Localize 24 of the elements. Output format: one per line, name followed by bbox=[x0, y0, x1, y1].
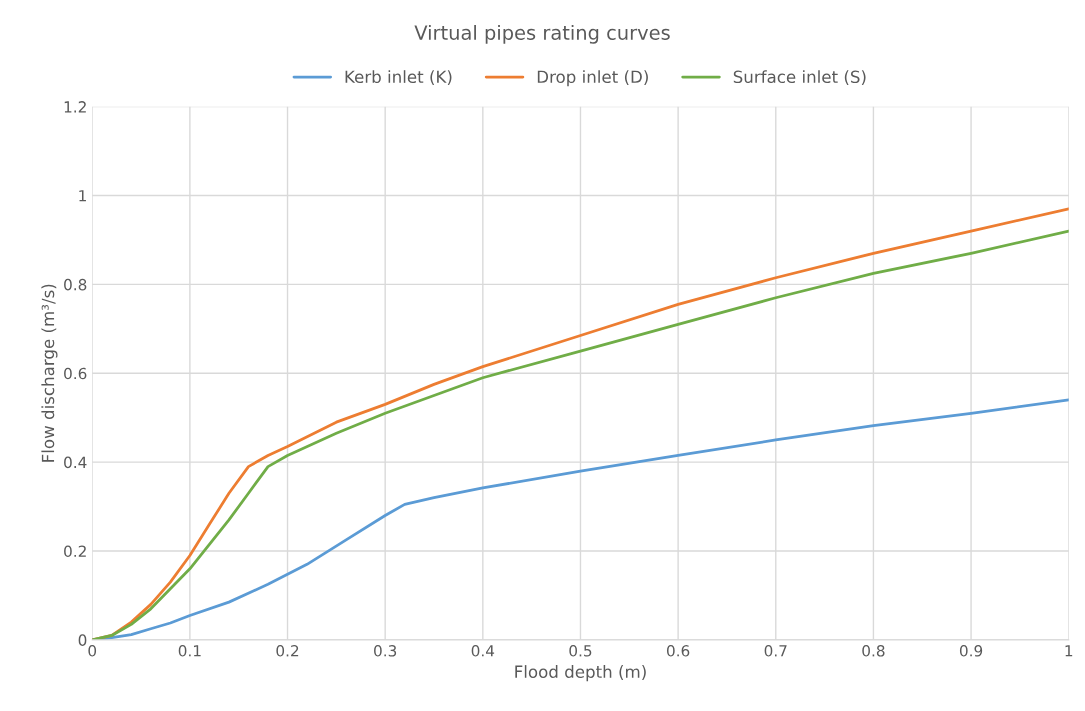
legend-label: Drop inlet (D) bbox=[537, 70, 648, 87]
x-tick-label: 0 bbox=[88, 645, 97, 657]
legend-label: Kerb inlet (K) bbox=[345, 70, 452, 86]
x-tick-label: 0.8 bbox=[862, 645, 885, 657]
x-tick-label: 0.9 bbox=[959, 645, 983, 657]
y-tick-label: 0.6 bbox=[64, 367, 87, 380]
y-tick-label: 0.2 bbox=[64, 545, 86, 558]
x-axis-title: Flood depth (m) bbox=[515, 665, 646, 682]
y-tick-label: 0 bbox=[78, 634, 87, 646]
x-tick-label: 0.5 bbox=[569, 645, 592, 657]
x-tick-label: 0.6 bbox=[666, 645, 690, 657]
x-tick-label: 0.4 bbox=[471, 645, 495, 657]
x-tick-label: 0.7 bbox=[764, 645, 787, 657]
x-tick-label: 0.3 bbox=[374, 645, 397, 657]
legend-label: Surface inlet (S) bbox=[733, 70, 866, 86]
y-tick-label: 1 bbox=[79, 190, 86, 202]
y-tick-label: 1.2 bbox=[64, 101, 86, 113]
y-tick-label: 0.4 bbox=[64, 456, 87, 469]
x-tick-label: 0.1 bbox=[178, 645, 201, 657]
x-tick-label: 0.2 bbox=[276, 645, 299, 657]
y-tick-label: 0.8 bbox=[64, 278, 87, 291]
x-tick-label: 1 bbox=[1065, 645, 1073, 657]
chart-title: Virtual pipes rating curves bbox=[414, 24, 670, 44]
y-axis-title: Flow discharge (m³/s) bbox=[41, 284, 58, 462]
